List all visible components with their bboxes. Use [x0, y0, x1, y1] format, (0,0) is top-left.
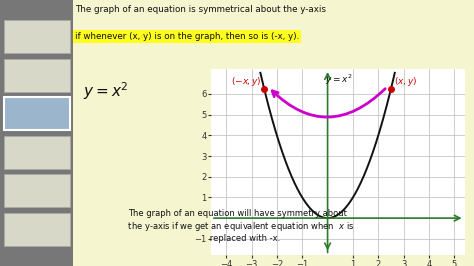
- Text: $y = x^2$: $y = x^2$: [325, 72, 353, 87]
- Text: $(x,y)$: $(x,y)$: [393, 75, 417, 88]
- Text: if whenever (x, y) is on the graph, then so is (-x, y).: if whenever (x, y) is on the graph, then…: [75, 32, 299, 41]
- FancyBboxPatch shape: [4, 174, 70, 207]
- Text: The graph of an equation will have symmetry about
   the y-axis if we get an equ: The graph of an equation will have symme…: [120, 209, 354, 243]
- FancyBboxPatch shape: [4, 213, 70, 246]
- Text: The graph of an equation is symmetrical about the y-axis: The graph of an equation is symmetrical …: [75, 5, 326, 14]
- FancyBboxPatch shape: [4, 59, 70, 92]
- Text: $y = x^2$: $y = x^2$: [83, 80, 128, 102]
- Text: $(-x_{\!},y)$: $(-x_{\!},y)$: [231, 75, 262, 88]
- FancyBboxPatch shape: [4, 136, 70, 169]
- FancyBboxPatch shape: [4, 20, 70, 53]
- FancyBboxPatch shape: [4, 97, 70, 130]
